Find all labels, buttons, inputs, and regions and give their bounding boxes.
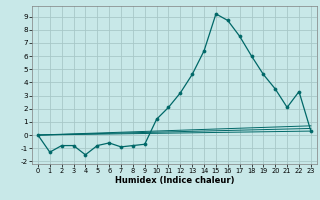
X-axis label: Humidex (Indice chaleur): Humidex (Indice chaleur) bbox=[115, 176, 234, 185]
